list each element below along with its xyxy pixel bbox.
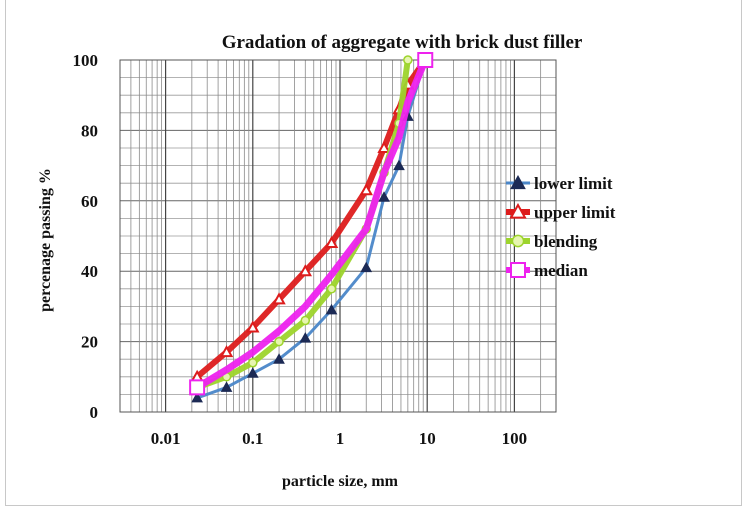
y-tick-label: 20	[81, 333, 98, 352]
series-line	[193, 56, 429, 391]
y-tick-label: 100	[73, 51, 99, 70]
data-point	[325, 303, 338, 315]
data-point	[272, 292, 286, 305]
data-point	[191, 391, 203, 403]
data-point	[324, 235, 339, 249]
data-point	[326, 284, 337, 294]
data-point	[378, 191, 390, 202]
data-point	[246, 367, 259, 378]
y-tick-labels: 0 20 40 60 80 100	[73, 51, 99, 422]
data-point	[403, 55, 413, 65]
data-point	[510, 174, 526, 190]
data-point	[377, 140, 391, 153]
data-point	[360, 261, 373, 273]
data-point	[189, 379, 206, 396]
legend-label: blending	[534, 232, 598, 251]
legend-item: median	[506, 261, 588, 280]
plot-border	[119, 59, 557, 413]
series-lower-limit	[191, 53, 432, 403]
x-axis-title: particle size, mm	[282, 473, 399, 490]
y-axis-title: percenage passing %	[37, 168, 54, 312]
data-point	[510, 262, 526, 278]
data-point	[509, 202, 527, 219]
data-point	[359, 183, 373, 196]
legend-item: lower limit	[506, 174, 613, 193]
chart-frame	[5, 0, 742, 506]
data-point	[246, 320, 260, 333]
x-tick-label: 1	[336, 429, 345, 448]
y-tick-label: 0	[90, 403, 99, 422]
data-point	[393, 159, 405, 171]
x-tick-label: 0.1	[242, 429, 263, 448]
y-tick-label: 60	[81, 192, 98, 211]
x-tick-label: 100	[502, 429, 528, 448]
legend-label: upper limit	[534, 203, 616, 222]
series-median	[189, 52, 434, 396]
data-point	[298, 264, 312, 277]
data-point	[299, 332, 312, 343]
legend-item: upper limit	[506, 202, 616, 222]
chart-title: Gradation of aggregate with brick dust f…	[222, 32, 583, 53]
data-point	[417, 52, 434, 68]
data-point	[273, 353, 285, 364]
x-tick-label: 10	[419, 429, 436, 448]
legend-label: lower limit	[534, 174, 613, 193]
data-point	[274, 336, 284, 347]
y-tick-label: 80	[81, 121, 98, 140]
legend-item: blending	[506, 232, 598, 251]
y-tick-label: 40	[81, 262, 98, 281]
data-point	[511, 234, 525, 248]
data-point	[219, 345, 234, 358]
series-layer	[189, 52, 434, 403]
data-point	[220, 381, 233, 392]
legend: lower limit upper limit blending median	[506, 174, 616, 280]
legend-label: median	[534, 261, 588, 280]
x-tick-labels: 0.01 0.1 1 10 100	[151, 429, 527, 448]
data-point	[300, 315, 311, 326]
data-point	[248, 357, 258, 368]
x-tick-label: 0.01	[151, 429, 181, 448]
